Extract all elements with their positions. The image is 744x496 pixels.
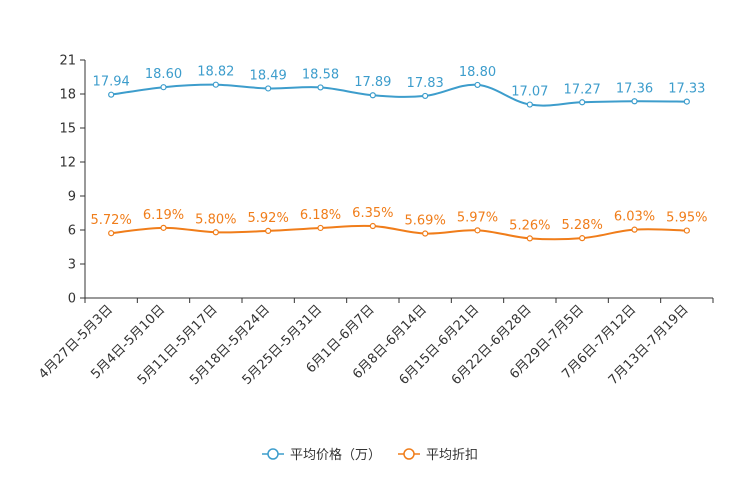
- data-point[interactable]: [526, 235, 533, 242]
- data-label: 6.19%: [143, 208, 184, 223]
- legend-marker-icon: [403, 448, 415, 460]
- y-tick-label: 9: [68, 190, 76, 205]
- data-point[interactable]: [108, 230, 115, 237]
- data-label: 17.33: [668, 82, 705, 97]
- data-point[interactable]: [212, 229, 219, 236]
- data-label: 18.49: [250, 68, 287, 83]
- data-point[interactable]: [683, 227, 690, 234]
- data-label: 17.83: [407, 76, 444, 91]
- data-label: 5.92%: [248, 211, 289, 226]
- y-tick-label: 0: [68, 292, 76, 307]
- data-point[interactable]: [317, 84, 324, 91]
- y-tick-label: 21: [59, 54, 76, 69]
- data-point[interactable]: [160, 224, 167, 231]
- y-tick-label: 3: [68, 258, 76, 273]
- legend-item-1[interactable]: 平均折扣: [398, 448, 478, 463]
- y-tick-label: 6: [68, 224, 76, 239]
- data-point[interactable]: [265, 85, 272, 92]
- data-label: 5.72%: [91, 213, 132, 228]
- data-label: 18.80: [459, 65, 496, 80]
- data-label: 5.97%: [457, 210, 498, 225]
- series-line-0: [111, 83, 687, 107]
- data-label: 18.58: [302, 67, 339, 82]
- data-label: 17.27: [564, 82, 601, 97]
- data-point[interactable]: [526, 101, 533, 108]
- data-point[interactable]: [474, 81, 481, 89]
- data-label: 5.95%: [666, 211, 707, 226]
- data-label: 5.80%: [195, 212, 236, 227]
- legend-marker-icon: [267, 448, 279, 460]
- data-point[interactable]: [160, 84, 167, 91]
- legend-label: 平均折扣: [426, 448, 478, 463]
- data-point[interactable]: [108, 91, 115, 98]
- data-point[interactable]: [474, 227, 481, 234]
- data-label: 18.60: [145, 67, 182, 82]
- series-points: [108, 81, 690, 242]
- series-lines: [111, 83, 687, 241]
- legend-item-0[interactable]: 平均价格（万）: [262, 447, 381, 463]
- y-tick-label: 18: [59, 88, 76, 103]
- data-label: 17.07: [511, 85, 548, 100]
- data-point[interactable]: [683, 98, 690, 105]
- data-label: 17.89: [354, 75, 391, 90]
- series-labels: 17.94 18.60 18.82 18.49 18.58 17.89 17.83 18.80…: [91, 65, 708, 234]
- data-label: 5.28%: [562, 218, 603, 233]
- data-label: 6.18%: [300, 208, 341, 223]
- data-point[interactable]: [631, 98, 638, 105]
- data-point[interactable]: [369, 222, 376, 230]
- data-point[interactable]: [631, 226, 638, 233]
- legend[interactable]: 平均价格（万） 平均折扣: [262, 447, 478, 463]
- legend-label: 平均价格（万）: [290, 447, 381, 463]
- data-label: 18.82: [197, 65, 234, 80]
- data-label: 17.94: [93, 75, 130, 90]
- data-label: 5.26%: [509, 218, 550, 233]
- y-tick-label: 12: [59, 156, 76, 171]
- y-tick-label: 15: [59, 122, 76, 137]
- data-point[interactable]: [369, 92, 376, 99]
- data-point[interactable]: [265, 227, 272, 235]
- data-point[interactable]: [212, 81, 219, 88]
- data-point[interactable]: [422, 92, 429, 100]
- data-point[interactable]: [422, 230, 429, 237]
- data-label: 6.03%: [614, 210, 655, 225]
- data-label: 6.35%: [352, 206, 393, 221]
- data-point[interactable]: [317, 224, 324, 232]
- data-label: 5.69%: [405, 214, 446, 229]
- data-point[interactable]: [579, 99, 586, 106]
- series-line-1: [111, 224, 687, 241]
- data-label: 17.36: [616, 81, 653, 96]
- data-point[interactable]: [579, 235, 586, 242]
